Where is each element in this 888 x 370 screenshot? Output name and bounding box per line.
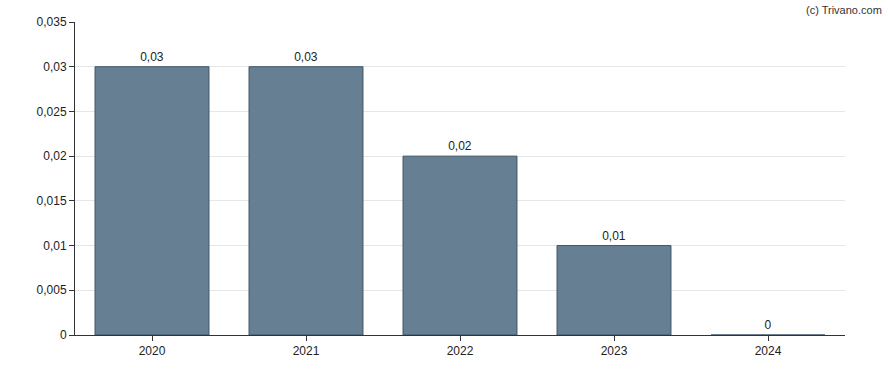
svg-text:0,01: 0,01: [602, 229, 626, 243]
svg-text:0,005: 0,005: [37, 283, 67, 297]
svg-text:2023: 2023: [601, 344, 628, 358]
svg-text:0,01: 0,01: [43, 239, 67, 253]
svg-text:0,025: 0,025: [37, 105, 67, 119]
svg-text:0,035: 0,035: [37, 15, 67, 29]
svg-text:0: 0: [60, 328, 67, 342]
svg-text:2020: 2020: [139, 344, 166, 358]
svg-text:0: 0: [765, 318, 772, 332]
svg-text:0,03: 0,03: [294, 50, 318, 64]
svg-text:0,015: 0,015: [37, 194, 67, 208]
svg-text:2021: 2021: [293, 344, 320, 358]
svg-text:(c) Trivano.com: (c) Trivano.com: [806, 4, 882, 16]
svg-text:0,03: 0,03: [43, 60, 67, 74]
svg-text:0,03: 0,03: [140, 50, 164, 64]
svg-text:2022: 2022: [447, 344, 474, 358]
svg-text:0,02: 0,02: [43, 149, 67, 163]
svg-text:2024: 2024: [755, 344, 782, 358]
svg-text:0,02: 0,02: [448, 139, 472, 153]
